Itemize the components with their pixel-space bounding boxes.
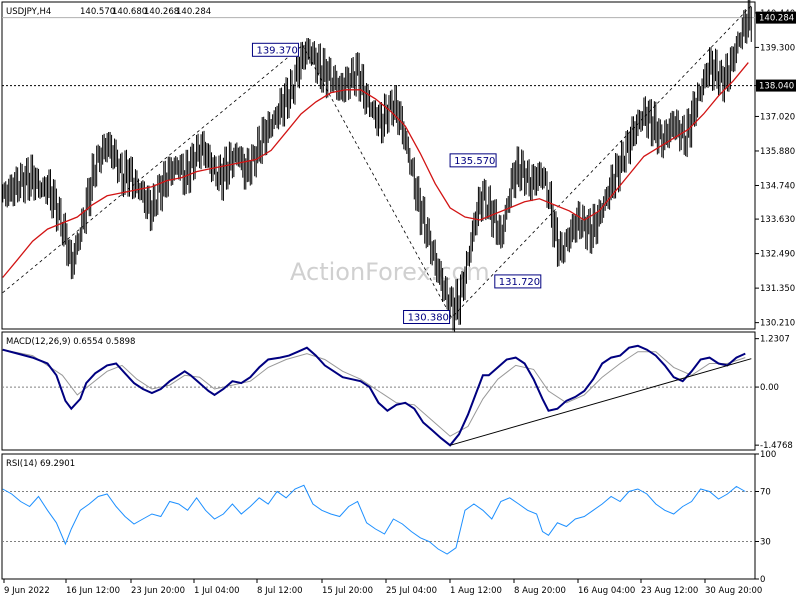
price-label-text: 131.720 [499, 277, 540, 288]
macd-signal-line [2, 349, 746, 437]
ohlc-close: 140.284 [176, 7, 211, 17]
zigzag-line [2, 5, 752, 319]
price-label-box [403, 309, 451, 324]
rsi-level-lines [2, 491, 755, 542]
rsi-panel-title: RSI(14) 69.2901 [6, 459, 75, 469]
x-tick-label: 8 Jul 12:00 [257, 586, 303, 596]
watermark: ActionForex.com [290, 258, 490, 286]
x-tick-label: 8 Aug 20:00 [514, 586, 566, 596]
price-panel: USDJPY,H4 140.570 140.680 140.268 140.28… [1, 0, 796, 332]
rsi-line [2, 484, 746, 555]
x-tick-label: 15 Jul 20:00 [322, 586, 373, 596]
price-y-tick-label: 134.740 [760, 181, 795, 191]
price-label-text: 135.570 [454, 156, 495, 167]
x-axis: 9 Jun 2022 16 Jun 12:00 23 Jun 20:00 1 Jul … [3, 579, 762, 596]
macd-panel-title: MACD(12,26,9) 0.6554 0.5898 [6, 337, 135, 347]
x-tick-label: 23 Aug 12:00 [641, 586, 698, 596]
ohlc-open: 140.570 [80, 7, 115, 17]
rsi-y-axis: 100 70 30 0 [755, 450, 776, 585]
macd-y-tick-label: 1.2307 [760, 335, 790, 345]
price-label-box [251, 42, 299, 57]
current-price-tag-text: 140.284 [759, 14, 794, 24]
rsi-panel: RSI(14) 69.2901 100 70 30 0 [1, 450, 776, 585]
price-label-box [494, 274, 542, 289]
price-y-axis: 140.440139.300138.040137.020135.880134.7… [755, 9, 795, 329]
rsi-y-tick-label: 100 [760, 450, 776, 460]
macd-trendline [449, 358, 752, 446]
ohlc-low: 140.268 [144, 7, 179, 17]
moving-average-line [2, 62, 749, 278]
rsi-y-tick-label: 0 [760, 575, 765, 585]
x-tick-label: 9 Jun 2022 [4, 586, 50, 596]
rsi-y-tick-label: 30 [760, 538, 771, 548]
x-tick-label: 16 Aug 04:00 [578, 586, 635, 596]
macd-y-tick-label: -1.4768 [760, 441, 793, 451]
macd-line [2, 344, 746, 447]
macd-y-tick-label: 0.00 [760, 383, 779, 393]
macd-y-axis: 1.2307 0.00 -1.4768 [755, 335, 793, 451]
current-price-tag: 140.284 [756, 11, 796, 24]
rsi-panel-frame [1, 453, 756, 580]
price-y-tick-label: 133.630 [760, 215, 795, 225]
price-y-tick-label: 135.880 [760, 147, 795, 157]
price-label-text: 139.370 [256, 45, 297, 56]
x-tick-label: 16 Jun 12:00 [66, 586, 120, 596]
price-label-text: 130.380 [408, 312, 449, 323]
reference-level-tag-box [756, 79, 796, 92]
price-y-tick-label: 137.020 [760, 112, 795, 122]
price-y-tick-label: 130.210 [760, 319, 795, 329]
x-tick-label: 1 Jul 04:00 [194, 586, 240, 596]
x-tick-label: 30 Aug 20:00 [705, 586, 762, 596]
price-panel-title: USDJPY,H4 [6, 7, 51, 17]
x-tick-label: 25 Jul 04:00 [386, 586, 437, 596]
current-price-tag-box [756, 11, 796, 24]
price-y-tick-label: 132.490 [760, 250, 795, 260]
x-tick-label: 1 Aug 12:00 [450, 586, 502, 596]
price-label-box [449, 153, 497, 168]
reference-level-tag-text: 138.040 [759, 82, 794, 92]
x-tick-label: 23 Jun 20:00 [131, 586, 185, 596]
price-labels: 139.370 135.570 131.720 130.380 [251, 42, 542, 324]
ohlc-bars [2, 0, 752, 332]
ohlc-high: 140.680 [112, 7, 147, 17]
price-y-tick-label: 139.300 [760, 43, 795, 53]
macd-panel: MACD(12,26,9) 0.6554 0.5898 1.2307 0.00 -1… [1, 331, 793, 451]
ohlc-header: 140.570 140.680 140.268 140.284 [80, 7, 211, 17]
rsi-y-tick-label: 70 [760, 488, 771, 498]
price-y-tick-label: 131.350 [760, 284, 795, 294]
reference-level-tag: 138.040 [756, 79, 796, 92]
